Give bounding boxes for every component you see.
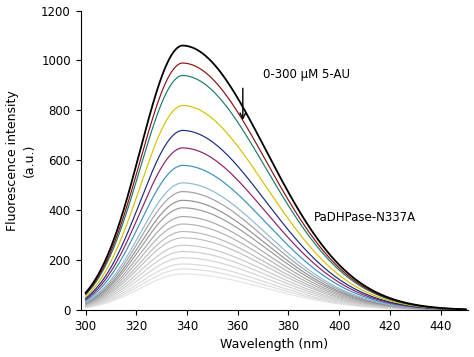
- Y-axis label: Fluorescence intensity
(a.u.): Fluorescence intensity (a.u.): [6, 90, 36, 231]
- X-axis label: Wavelength (nm): Wavelength (nm): [220, 338, 328, 351]
- Text: 0-300 μM 5-AU: 0-300 μM 5-AU: [263, 68, 350, 81]
- Text: PaDHPase-N337A: PaDHPase-N337A: [313, 211, 416, 224]
